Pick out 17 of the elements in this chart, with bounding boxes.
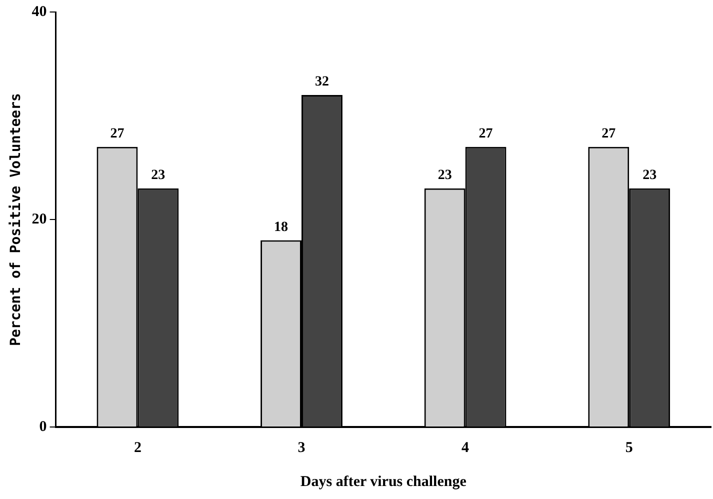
x-tick-label: 2 (134, 440, 142, 456)
data-label: 27 (110, 126, 124, 142)
data-label: 18 (274, 220, 288, 235)
data-label: 27 (478, 126, 493, 142)
y-axis-title: Percent of Positive Volunteers (8, 93, 24, 346)
data-label: 23 (642, 168, 657, 183)
x-tick-label: 4 (462, 440, 470, 456)
y-tick-label: 0 (39, 418, 47, 435)
data-label: 23 (151, 168, 166, 183)
data-label: 27 (602, 126, 616, 142)
x-tick-label: 5 (625, 440, 633, 456)
x-axis-title: Days after virus challenge (300, 474, 467, 490)
data-label: 23 (438, 168, 452, 183)
x-tick-label: 3 (298, 440, 306, 456)
y-tick-label: 20 (32, 211, 47, 228)
y-tick-label: 40 (32, 4, 47, 20)
data-label: 32 (314, 74, 329, 90)
